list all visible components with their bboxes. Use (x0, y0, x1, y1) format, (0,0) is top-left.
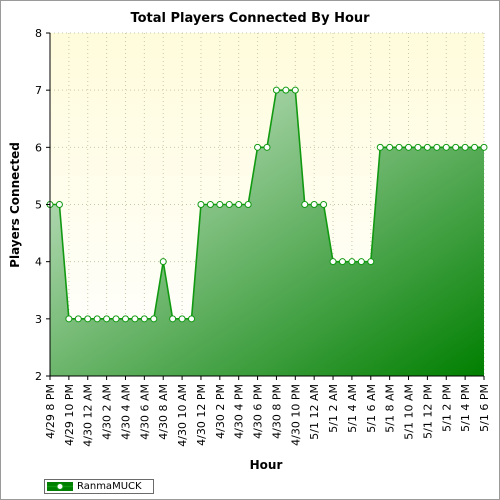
x-tick-label: 4/30 4 AM (119, 384, 132, 440)
data-point (433, 143, 441, 151)
y-tick-label: 8 (35, 27, 42, 40)
x-tick-label: 4/30 8 AM (157, 384, 170, 440)
data-point (65, 315, 73, 323)
data-point (225, 201, 233, 208)
x-tick-label: 5/1 2 AM (327, 384, 340, 433)
data-point (272, 86, 280, 94)
legend: RanmaMUCK (44, 479, 154, 494)
x-tick-label: 5/1 12 AM (308, 384, 321, 440)
x-axis-label: Hour (250, 458, 283, 472)
x-tick-label: 4/29 10 PM (63, 384, 76, 446)
data-point (452, 143, 460, 151)
data-point (235, 201, 243, 208)
data-point (188, 315, 196, 323)
data-point (386, 143, 394, 151)
legend-label: RanmaMUCK (77, 481, 142, 492)
data-point (291, 86, 299, 94)
y-axis-label: Players Connected (8, 142, 22, 268)
chart-title: Total Players Connected By Hour (130, 11, 370, 26)
x-tick-label: 4/30 2 AM (101, 384, 114, 440)
data-point (320, 201, 328, 208)
data-point (197, 201, 205, 208)
data-point (103, 315, 111, 323)
x-tick-label: 4/30 10 AM (176, 384, 189, 447)
data-point (471, 143, 479, 151)
series-area-ranmamuck (50, 90, 484, 377)
y-tick-labels: 2 3 4 5 6 7 8 (35, 27, 42, 383)
x-tick-label: 5/1 6 PM (478, 384, 491, 432)
data-point (169, 315, 177, 323)
data-point (301, 201, 309, 208)
data-point (121, 315, 129, 323)
x-tick-label: 4/30 12 AM (82, 384, 95, 447)
y-tick-label: 2 (35, 370, 42, 383)
x-tick-label: 4/30 12 PM (195, 384, 208, 446)
data-point (178, 315, 186, 323)
data-point (74, 315, 82, 323)
x-tick-label: 4/29 8 PM (44, 384, 57, 439)
data-point (150, 315, 158, 323)
data-point (376, 143, 384, 151)
data-point (131, 315, 139, 323)
y-tick-label: 5 (35, 199, 42, 212)
data-point (329, 258, 337, 266)
data-point (112, 315, 120, 323)
data-point (55, 201, 63, 208)
data-point (480, 143, 488, 151)
data-point (140, 315, 148, 323)
data-point (254, 143, 262, 151)
x-tick-label: 4/30 2 PM (214, 384, 227, 439)
data-point (93, 315, 101, 323)
series-markers (46, 86, 488, 323)
axes (46, 32, 485, 380)
x-tick-label: 5/1 8 AM (384, 384, 397, 433)
data-point (414, 143, 422, 151)
data-point (357, 258, 365, 266)
legend-swatch (47, 482, 73, 491)
x-tick-label: 4/30 6 AM (138, 384, 151, 440)
data-point (159, 258, 167, 266)
data-point (282, 86, 290, 94)
data-point (84, 315, 92, 323)
data-point (367, 258, 375, 266)
y-tick-label: 3 (35, 313, 42, 326)
data-point (244, 201, 252, 208)
data-point (423, 143, 431, 151)
data-point (395, 143, 403, 151)
x-tick-labels: 4/29 8 PM 4/29 10 PM 4/30 12 AM 4/30 2 AM 4/… (44, 384, 491, 447)
x-tick-label: 4/30 10 PM (289, 384, 302, 446)
x-tick-label: 4/30 4 PM (233, 384, 246, 439)
data-point (338, 258, 346, 266)
data-point (405, 143, 413, 151)
x-tick-label: 5/1 12 PM (421, 384, 434, 439)
x-tick-label: 5/1 6 AM (365, 384, 378, 433)
data-point (442, 143, 450, 151)
x-tick-label: 4/30 6 PM (252, 384, 265, 439)
x-tick-label: 5/1 10 AM (403, 384, 416, 440)
data-point (263, 143, 271, 151)
x-tick-label: 5/1 4 PM (459, 384, 472, 432)
x-tick-label: 5/1 2 PM (440, 384, 453, 432)
y-tick-label: 6 (35, 141, 42, 154)
data-point (216, 201, 224, 208)
x-tick-label: 4/30 8 PM (270, 384, 283, 439)
y-tick-label: 7 (35, 84, 42, 97)
data-point (348, 258, 356, 266)
data-point (206, 201, 214, 208)
y-tick-label: 4 (35, 256, 42, 269)
data-point (461, 143, 469, 151)
data-point (310, 201, 318, 208)
x-tick-label: 5/1 4 AM (346, 384, 359, 433)
